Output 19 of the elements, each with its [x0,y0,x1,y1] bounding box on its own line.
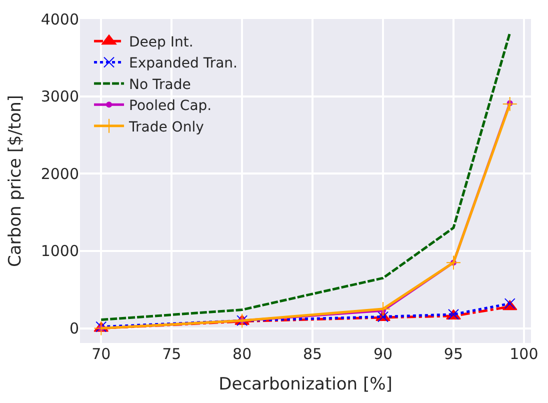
y-tick-label: 1000 [40,242,79,260]
x-tick-label: 95 [444,345,464,363]
x-tick-label: 90 [373,345,393,363]
y-tick-label: 0 [69,320,79,338]
x-tick-label: 100 [510,345,538,363]
y-tick-label: 2000 [40,164,79,183]
legend-label: Deep Int. [129,34,194,51]
x-tick-label: 85 [303,345,322,363]
x-axis-title: Decarbonization [%] [218,374,392,394]
x-tick-label: 70 [92,345,111,363]
y-tick-label: 3000 [40,88,79,106]
legend-label: Pooled Cap. [129,98,212,114]
x-tick-label: 80 [232,345,252,363]
y-axis-title: Carbon price [$/ton] [5,94,26,268]
y-tick-label: 4000 [40,10,79,28]
x-tick-label: 75 [162,345,182,363]
legend-label: Expanded Tran. [129,56,238,72]
legend-label: Trade Only [128,119,204,136]
legend-label: No Trade [129,76,191,93]
